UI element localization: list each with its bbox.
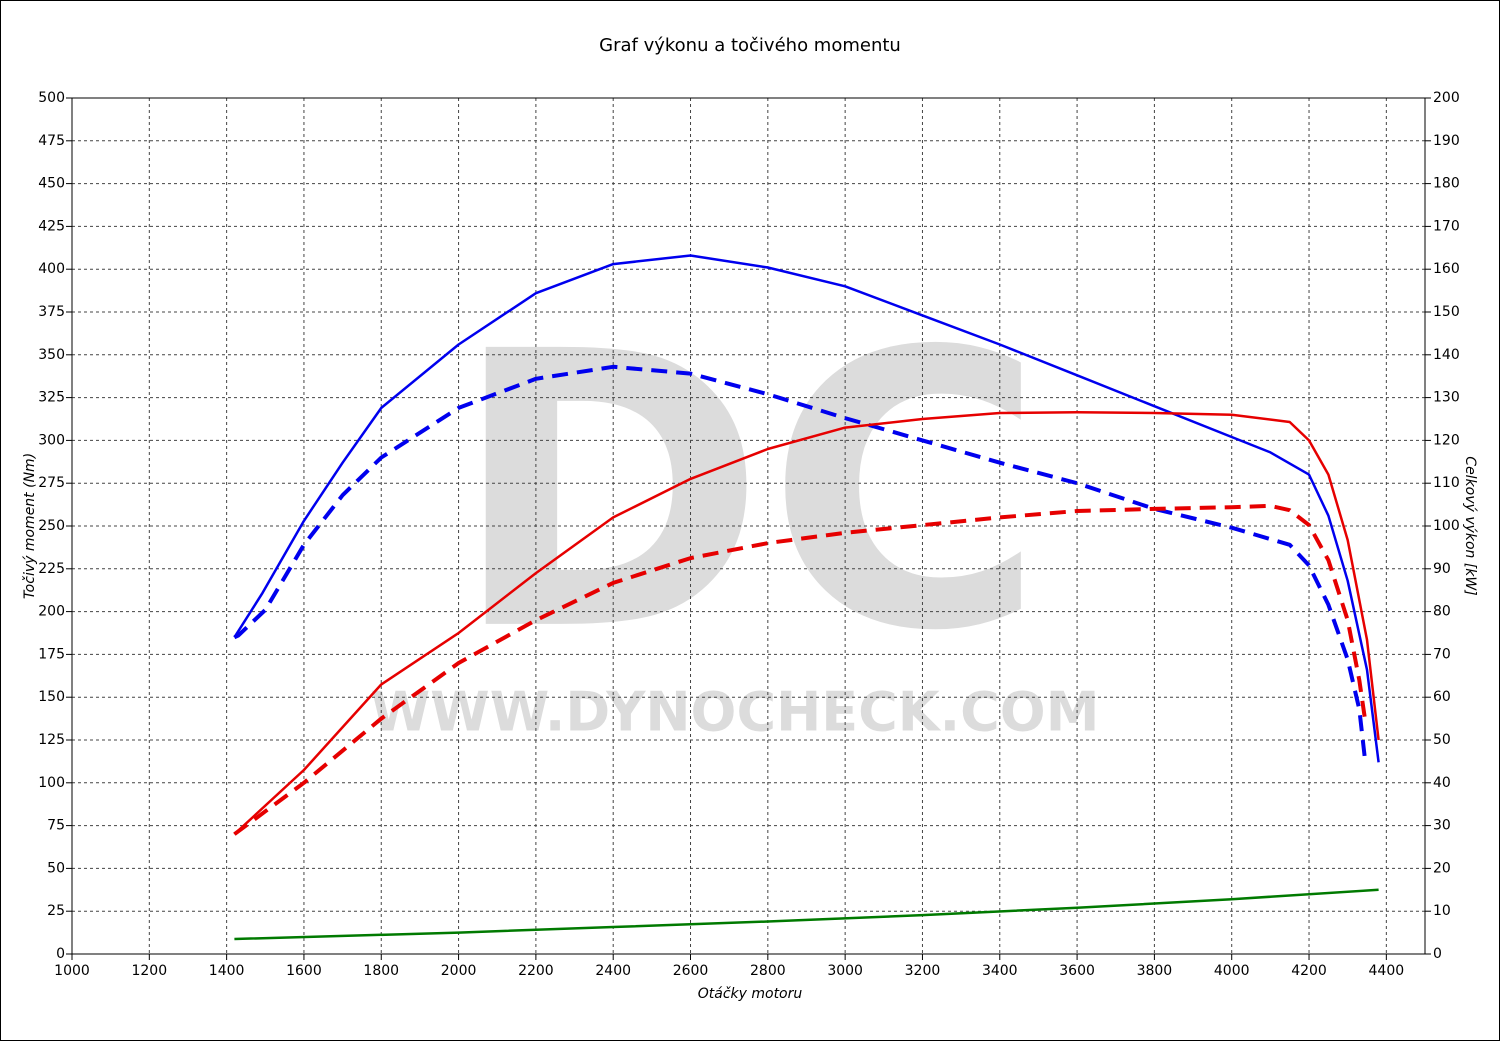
x-tick-label: 1600 — [286, 963, 322, 979]
y2-tick-label: 70 — [1433, 646, 1451, 662]
x-tick-label: 1000 — [54, 963, 90, 979]
x-tick-label: 4200 — [1291, 963, 1327, 979]
series-line — [233, 410, 1380, 836]
y-tick-label: 350 — [38, 347, 65, 363]
y-tick-label: 275 — [38, 475, 65, 491]
x-tick-label: 2200 — [518, 963, 554, 979]
x-tick-label: 2000 — [441, 963, 477, 979]
y2-tick-label: 110 — [1433, 475, 1460, 491]
x-tick-label: 3600 — [1059, 963, 1095, 979]
y-tick-label: 200 — [38, 604, 65, 620]
y-tick-label: 450 — [38, 176, 65, 192]
y2-axis-label: Celkový výkon [kW] — [1462, 456, 1478, 595]
x-tick-label: 4400 — [1369, 963, 1405, 979]
y2-tick-label: 140 — [1433, 347, 1460, 363]
y-tick-label: 225 — [38, 561, 65, 577]
series-line — [233, 254, 1380, 763]
y2-tick-label: 50 — [1433, 732, 1451, 748]
y-axis-label: Točivý moment (Nm) — [22, 453, 38, 599]
x-tick-label: 1200 — [131, 963, 167, 979]
y2-tick-label: 120 — [1433, 432, 1460, 448]
y-tick-label: 100 — [38, 775, 65, 791]
y-tick-label: 475 — [38, 133, 65, 149]
y2-tick-label: 10 — [1433, 903, 1451, 919]
y2-tick-label: 0 — [1433, 946, 1442, 962]
x-tick-label: 2600 — [673, 963, 709, 979]
y-tick-label: 75 — [47, 818, 65, 834]
y2-tick-label: 200 — [1433, 90, 1460, 106]
y-tick-label: 0 — [56, 946, 65, 962]
x-tick-label: 3000 — [827, 963, 863, 979]
y2-tick-label: 30 — [1433, 818, 1451, 834]
y2-tick-label: 100 — [1433, 518, 1460, 534]
y-tick-label: 375 — [38, 304, 65, 320]
y2-tick-label: 180 — [1433, 176, 1460, 192]
y-tick-label: 500 — [38, 90, 65, 106]
y2-tick-label: 90 — [1433, 561, 1451, 577]
y2-tick-label: 80 — [1433, 604, 1451, 620]
y-tick-label: 125 — [38, 732, 65, 748]
series-line — [234, 888, 1379, 941]
y2-tick-label: 160 — [1433, 261, 1460, 277]
y2-tick-label: 170 — [1433, 218, 1460, 234]
y-tick-label: 425 — [38, 218, 65, 234]
x-tick-label: 1800 — [363, 963, 399, 979]
x-axis-label: Otáčky motoru — [698, 986, 803, 1002]
series-line — [233, 503, 1368, 836]
x-tick-label: 1400 — [209, 963, 245, 979]
y-tick-label: 25 — [47, 903, 65, 919]
y2-tick-label: 150 — [1433, 304, 1460, 320]
watermark-url: WWW.DYNOCHECK.COM — [371, 681, 1100, 744]
watermark-logo: DC — [451, 271, 1045, 714]
series-line — [233, 364, 1368, 761]
y2-tick-label: 190 — [1433, 133, 1460, 149]
x-tick-label: 3400 — [982, 963, 1018, 979]
y2-tick-label: 60 — [1433, 689, 1451, 705]
y-tick-label: 175 — [38, 646, 65, 662]
y-tick-label: 250 — [38, 518, 65, 534]
y-tick-label: 400 — [38, 261, 65, 277]
x-tick-label: 2800 — [750, 963, 786, 979]
y-tick-label: 50 — [47, 860, 65, 876]
y2-tick-label: 130 — [1433, 390, 1460, 406]
x-tick-label: 4000 — [1214, 963, 1250, 979]
x-tick-label: 3200 — [905, 963, 941, 979]
y2-tick-label: 20 — [1433, 860, 1451, 876]
x-tick-label: 2400 — [595, 963, 631, 979]
plot-border — [71, 97, 1426, 955]
y-tick-label: 300 — [38, 432, 65, 448]
y2-tick-label: 40 — [1433, 775, 1451, 791]
chart-title: Graf výkonu a točivého momentu — [599, 35, 901, 56]
x-tick-label: 3800 — [1137, 963, 1173, 979]
y-tick-label: 325 — [38, 390, 65, 406]
y-tick-label: 150 — [38, 689, 65, 705]
